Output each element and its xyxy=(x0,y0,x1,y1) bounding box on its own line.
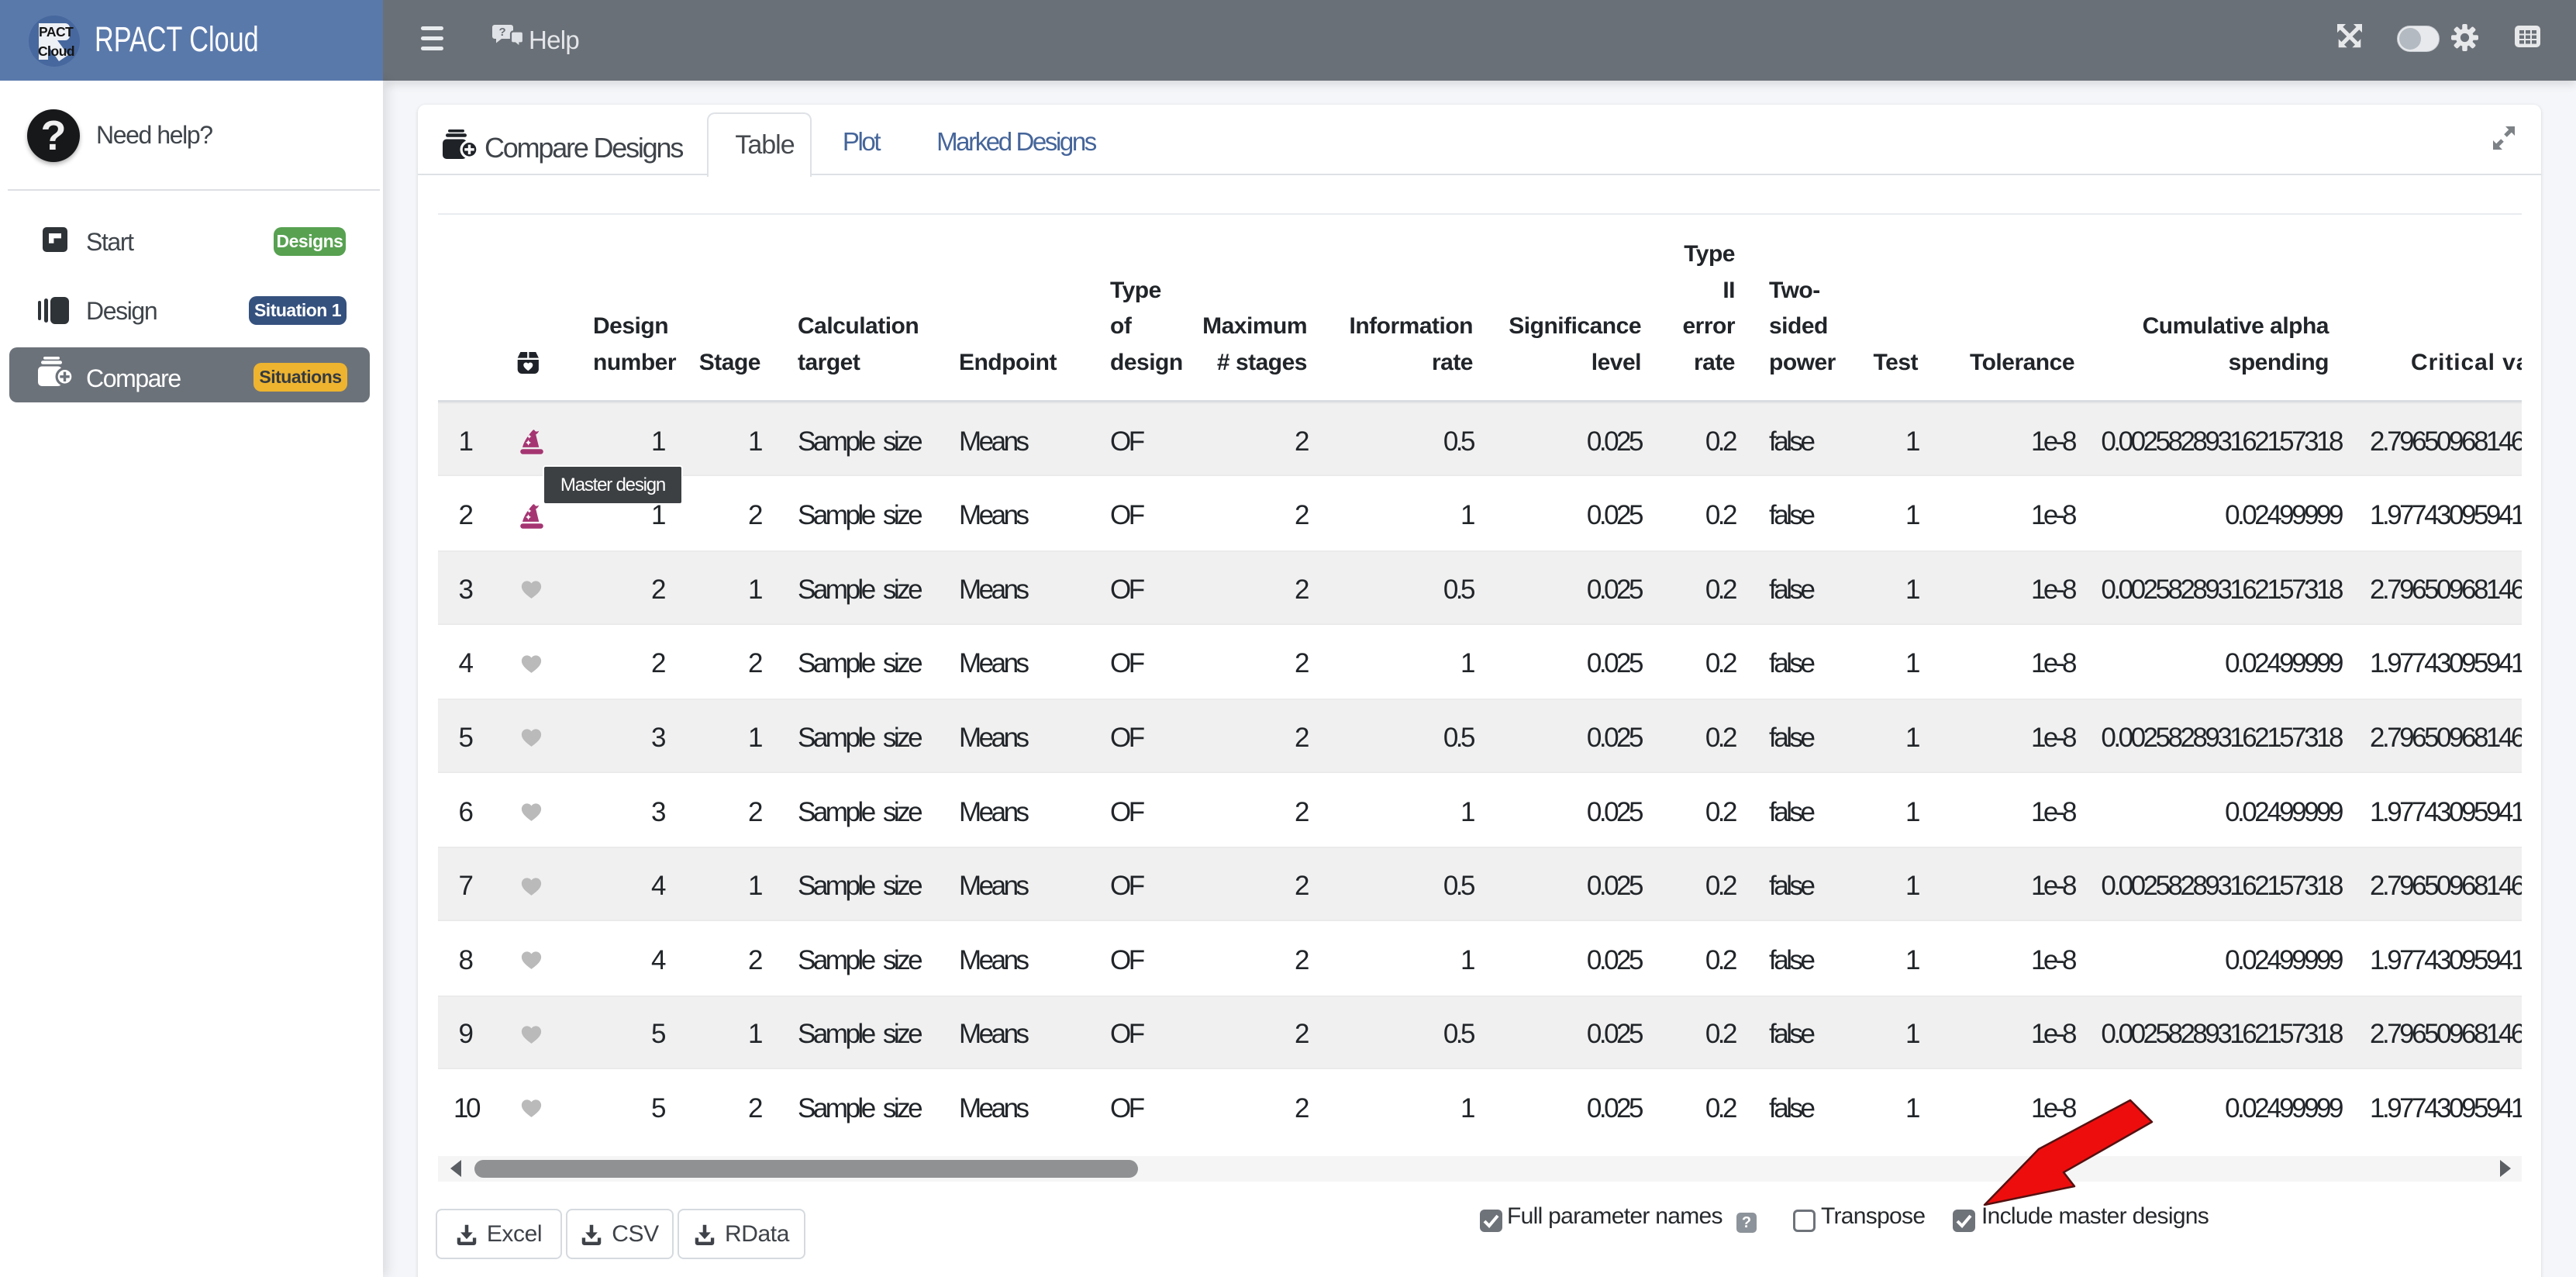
svg-text:PACT: PACT xyxy=(39,24,74,40)
svg-text:Cloud: Cloud xyxy=(38,43,74,59)
svg-text:?: ? xyxy=(499,26,506,39)
